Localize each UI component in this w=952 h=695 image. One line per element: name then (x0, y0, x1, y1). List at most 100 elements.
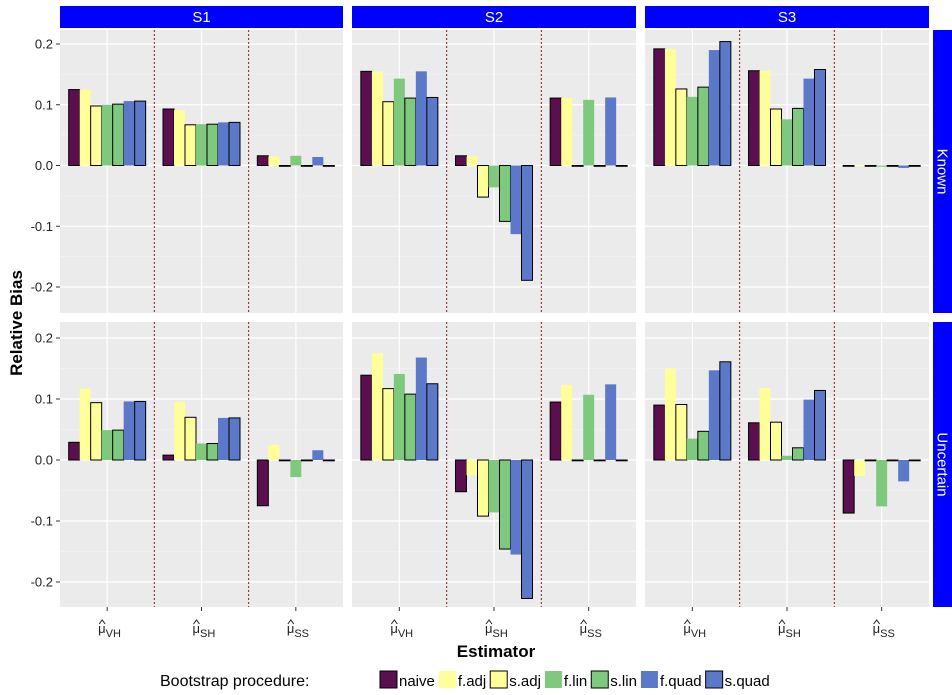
bar-s.adj (382, 101, 395, 166)
legend-label-s.quad: s.quad (725, 673, 770, 690)
legend-key-f.lin (544, 671, 562, 688)
bar-f.lin (290, 155, 302, 166)
legend-key-s.adj (489, 670, 508, 689)
bar-s.lin (886, 459, 899, 462)
bar-s.adj (90, 105, 103, 166)
legend-label-s.adj: s.adj (509, 673, 541, 690)
bar-s.quad (134, 100, 147, 166)
hat-mark (485, 619, 493, 625)
x-tick-label: μVH (683, 621, 706, 640)
bar-s.lin (300, 459, 313, 462)
bar-f.adj (466, 460, 478, 476)
bar-f.lin (488, 165, 500, 188)
bar-s.quad (521, 165, 533, 281)
legend-key-f.adj (438, 671, 456, 688)
bar-naive (360, 374, 373, 461)
bar-naive (455, 155, 467, 166)
y-tick-label: 0.0 (35, 453, 53, 468)
bar-f.lin (101, 430, 113, 460)
hat-mark (580, 619, 588, 625)
facet-strip (60, 6, 343, 28)
bar-f.lin (290, 460, 302, 478)
bar-s.quad (908, 165, 921, 167)
legend-label-s.lin: s.lin (610, 673, 637, 690)
bar-s.adj (571, 459, 584, 462)
hat-mark (390, 619, 398, 625)
bar-f.lin (781, 455, 793, 460)
bar-f.adj (371, 71, 383, 166)
bar-s.lin (404, 393, 417, 461)
bar-s.lin (112, 429, 125, 461)
y-tick-label: 0.1 (35, 392, 53, 407)
bar-f.lin (393, 373, 405, 460)
facet-strip-label: S3 (778, 9, 796, 26)
bar-f.quad (898, 165, 910, 168)
bar-s.adj (675, 403, 688, 461)
facet-strip-label: S1 (192, 9, 210, 26)
bar-f.adj (759, 70, 771, 166)
bar-s.adj (864, 459, 877, 462)
y-tick-label: 0.2 (35, 37, 53, 52)
legend-title: Bootstrap procedure: (160, 673, 309, 690)
legend-key-f.quad (640, 671, 658, 688)
bar-s.lin (404, 97, 417, 166)
legend-key-s.quad (705, 670, 724, 689)
bar-f.quad (803, 399, 815, 460)
panel (352, 30, 636, 313)
bar-s.quad (426, 96, 439, 166)
facet-strip (933, 322, 952, 607)
hat-mark (287, 619, 295, 625)
bar-f.quad (708, 50, 720, 166)
bar-s.lin (206, 443, 219, 461)
bar-s.quad (228, 121, 241, 166)
bar-f.lin (488, 460, 500, 513)
bar-f.quad (898, 460, 910, 482)
bar-f.adj (371, 353, 383, 460)
bar-naive (256, 155, 269, 166)
bar-f.lin (583, 394, 595, 460)
bar-f.quad (510, 460, 522, 555)
bar-s.adj (675, 88, 688, 166)
bar-s.quad (228, 417, 241, 461)
bar-f.quad (123, 401, 135, 460)
bar-f.lin (196, 443, 207, 460)
bar-naive (360, 70, 373, 166)
bar-naive (653, 48, 666, 166)
bar-f.adj (174, 110, 185, 166)
bar-naive (256, 459, 269, 507)
bar-f.lin (583, 99, 595, 166)
bar-s.quad (719, 361, 732, 461)
bar-f.lin (196, 124, 207, 166)
bar-f.adj (268, 444, 280, 460)
bar-f.adj (854, 165, 866, 167)
bar-f.adj (561, 384, 573, 460)
bar-f.adj (268, 156, 280, 166)
bar-s.adj (770, 108, 782, 167)
bar-s.quad (719, 41, 732, 166)
legend: naive f.adj s.adj f.lin s.lin f.quad s.quad (379, 670, 770, 690)
bar-naive (162, 108, 175, 167)
bar-f.adj (79, 388, 91, 460)
bar-naive (68, 89, 81, 166)
bar-f.quad (803, 78, 815, 166)
bar-s.lin (697, 430, 710, 461)
legend-label-f.quad: f.quad (660, 673, 702, 690)
bar-f.quad (510, 165, 522, 235)
bar-f.lin (876, 460, 888, 507)
bar-s.lin (886, 165, 899, 167)
y-tick-label: -0.1 (31, 514, 53, 529)
y-tick-label: -0.2 (31, 575, 53, 590)
bar-s.lin (792, 447, 804, 461)
legend-label-f.adj: f.adj (458, 673, 486, 690)
bar-naive (748, 422, 760, 461)
bar-f.lin (393, 78, 405, 166)
bar-f.lin (101, 104, 113, 166)
bar-s.adj (184, 124, 197, 166)
panel (60, 322, 343, 607)
bar-f.quad (605, 97, 617, 166)
bar-s.quad (322, 459, 335, 462)
y-tick-label: 0.2 (35, 331, 53, 346)
bar-f.quad (218, 122, 229, 166)
legend-label-naive: naive (399, 673, 435, 690)
panel (60, 30, 343, 313)
